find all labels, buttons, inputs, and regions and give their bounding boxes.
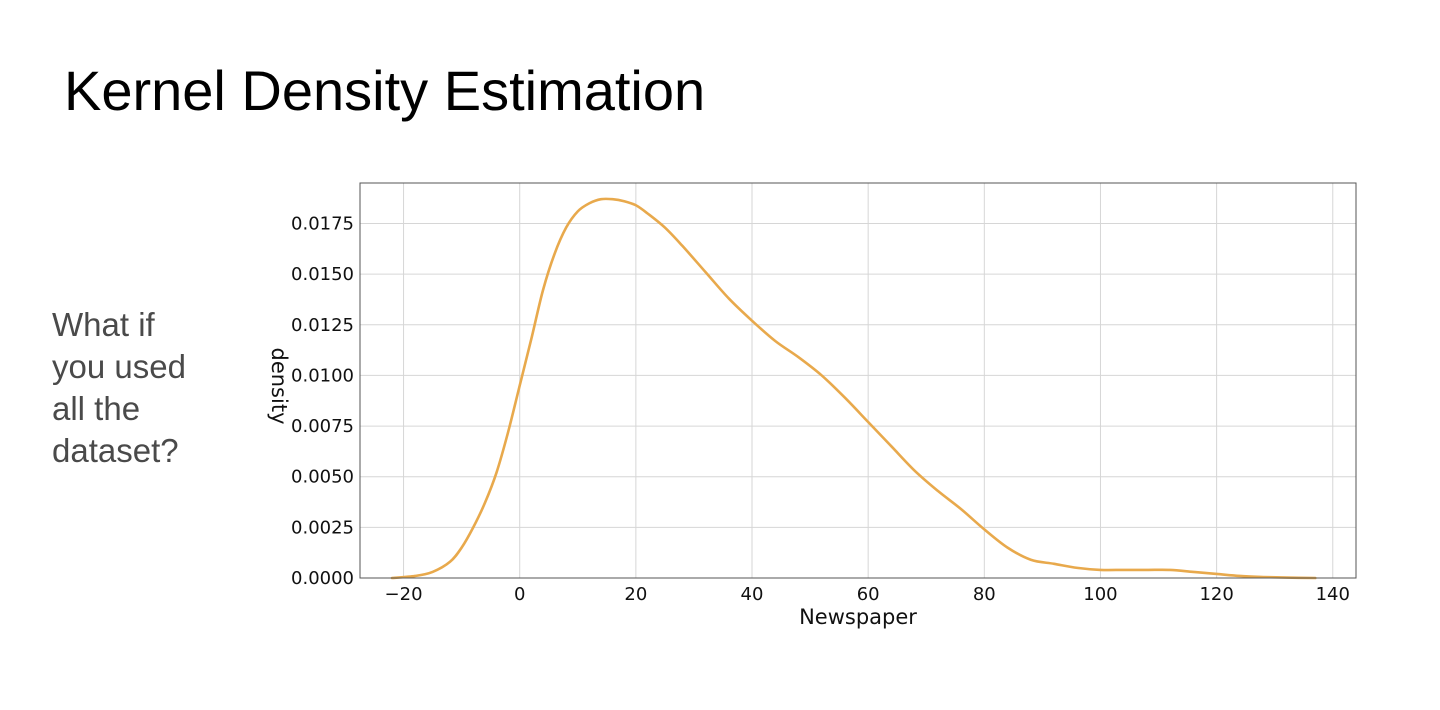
y-tick-label: 0.0175 xyxy=(291,214,354,235)
x-tick-label: 100 xyxy=(1083,584,1117,605)
y-tick-label: 0.0025 xyxy=(291,517,354,538)
x-tick-label: 40 xyxy=(741,584,764,605)
y-tick-label: 0.0150 xyxy=(291,264,354,285)
y-tick-label: 0.0075 xyxy=(291,416,354,437)
side-question-line: What if xyxy=(52,306,155,343)
density-curve xyxy=(390,197,1317,580)
grid-lines xyxy=(360,183,1356,578)
side-question-line: you used xyxy=(52,348,186,385)
x-tick-label: 0 xyxy=(514,584,525,605)
y-tick-label: 0.0100 xyxy=(291,365,354,386)
curve-layer xyxy=(390,197,1317,580)
y-axis-label: density xyxy=(267,348,291,425)
x-tick-label: 120 xyxy=(1199,584,1233,605)
x-tick-labels: −20 0 20 40 60 80 100 120 140 xyxy=(385,584,1350,605)
side-question: What if you used all the dataset? xyxy=(52,304,186,472)
y-tick-label: 0.0125 xyxy=(291,315,354,336)
y-tick-label: 0.0050 xyxy=(291,467,354,488)
x-tick-label: −20 xyxy=(385,584,423,605)
x-tick-label: 20 xyxy=(624,584,647,605)
x-tick-label: 140 xyxy=(1316,584,1350,605)
x-tick-label: 80 xyxy=(973,584,996,605)
x-tick-label: 60 xyxy=(857,584,880,605)
side-question-line: all the xyxy=(52,390,141,427)
slide-title: Kernel Density Estimation xyxy=(64,59,706,122)
y-tick-labels: 0.0000 0.0025 0.0050 0.0075 0.0100 0.0125 0.01… xyxy=(291,214,354,589)
y-tick-label: 0.0000 xyxy=(291,568,354,589)
plot-frame xyxy=(359,182,1357,579)
side-question-line: dataset? xyxy=(52,432,179,469)
x-axis-label: Newspaper xyxy=(799,605,917,629)
